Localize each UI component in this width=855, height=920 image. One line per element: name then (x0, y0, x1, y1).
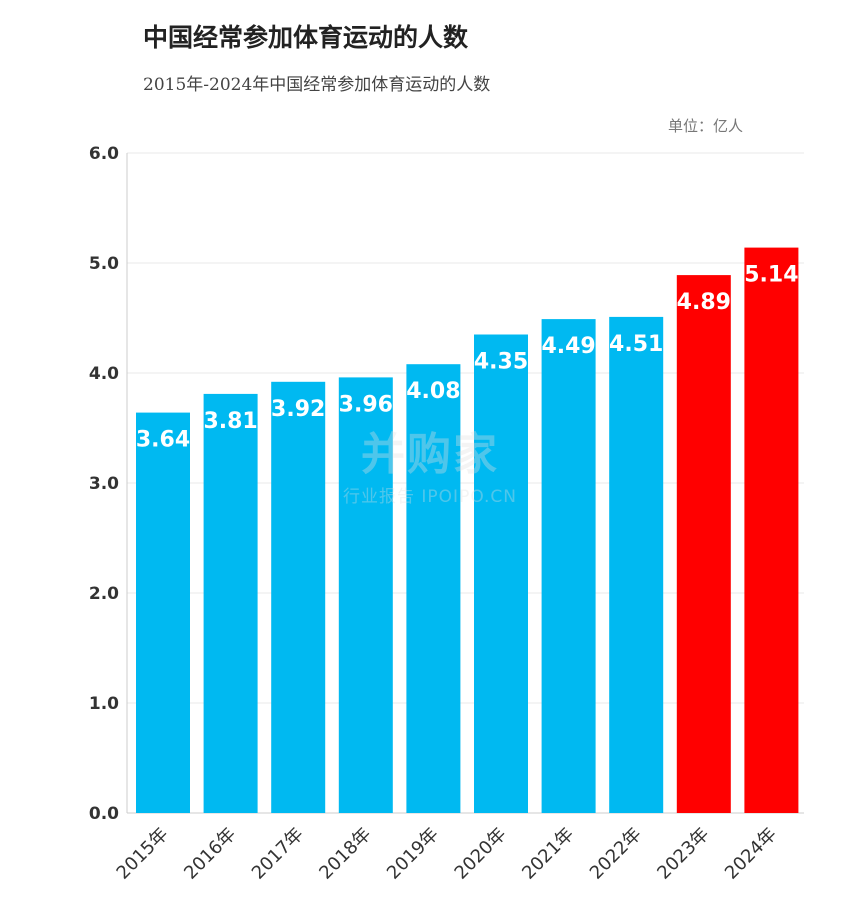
data-label: 3.92 (271, 397, 325, 422)
x-tick-label: 2018年 (315, 824, 375, 884)
bar (609, 316, 664, 813)
x-tick-label: 2019年 (383, 824, 443, 884)
data-label: 5.14 (744, 263, 798, 288)
bar (271, 381, 326, 813)
y-tick-label: 6.0 (89, 144, 119, 164)
bar (203, 393, 258, 813)
bar (406, 364, 461, 813)
x-tick-label: 2022年 (586, 824, 646, 884)
y-tick-label: 4.0 (89, 364, 119, 384)
data-label: 3.96 (339, 392, 393, 417)
unit-label: 单位：亿人 (668, 117, 744, 135)
x-tick-label: 2020年 (451, 824, 511, 884)
bar (136, 412, 190, 813)
x-tick-label: 2024年 (721, 824, 781, 884)
x-tick-label: 2017年 (248, 824, 308, 884)
bar (676, 275, 731, 814)
data-label: 4.89 (677, 290, 731, 315)
x-tick-label: 2021年 (518, 824, 578, 884)
y-tick-label: 3.0 (89, 474, 119, 494)
data-label: 3.81 (203, 409, 257, 434)
bar (541, 319, 596, 813)
chart-title: 中国经常参加体育运动的人数 (143, 23, 469, 52)
x-tick-label: 2023年 (653, 824, 713, 884)
bar (744, 247, 799, 814)
y-tick-label: 5.0 (89, 254, 119, 274)
x-tick-label: 2015年 (113, 824, 173, 884)
bar (338, 377, 393, 813)
data-label: 3.64 (136, 428, 190, 453)
y-tick-label: 1.0 (89, 694, 119, 714)
y-tick-label: 2.0 (89, 584, 119, 604)
data-label: 4.35 (474, 350, 528, 375)
bar (474, 334, 528, 813)
data-label: 4.49 (541, 334, 595, 359)
data-label: 4.51 (609, 332, 663, 357)
x-tick-label: 2016年 (180, 824, 240, 884)
chart-subtitle: 2015年-2024年中国经常参加体育运动的人数 (143, 75, 491, 95)
data-label: 4.08 (406, 379, 460, 404)
y-tick-label: 0.0 (89, 804, 119, 824)
